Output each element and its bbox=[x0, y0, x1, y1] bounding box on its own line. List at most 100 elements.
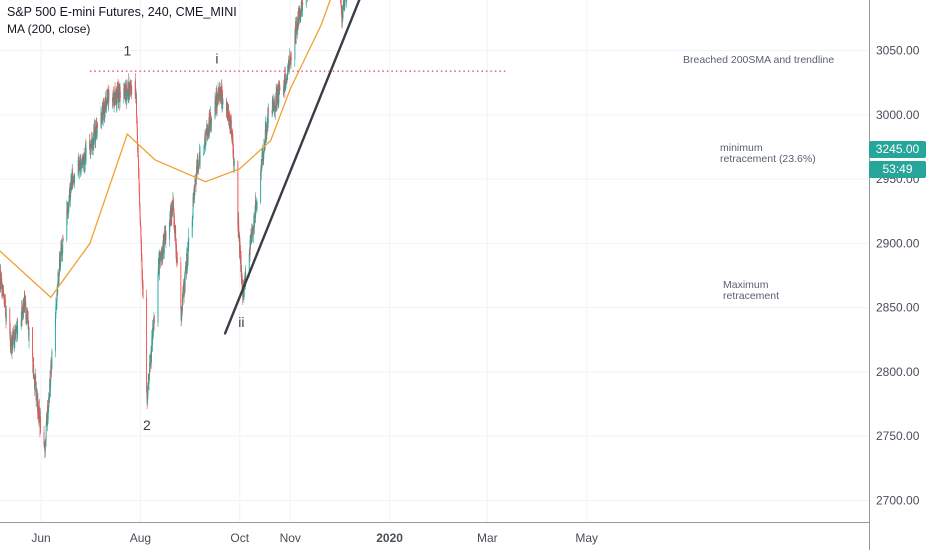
candle-body bbox=[277, 88, 279, 104]
candle-body bbox=[62, 238, 64, 240]
candle-body bbox=[146, 297, 148, 392]
indicator-label[interactable]: MA (200, close) bbox=[7, 22, 91, 36]
candle-body bbox=[97, 124, 98, 128]
candle-body bbox=[237, 161, 239, 225]
wave-label: 1 bbox=[123, 43, 131, 59]
trendline bbox=[223, 0, 361, 335]
candle-body bbox=[138, 157, 139, 170]
x-tick-label: Aug bbox=[130, 531, 151, 545]
candle-body bbox=[268, 110, 269, 112]
symbol-title[interactable]: S&P 500 E-mini Futures, 240, CME_MINI bbox=[7, 5, 237, 19]
candle-body bbox=[4, 299, 6, 312]
candle-body bbox=[340, 4, 342, 9]
candle-body bbox=[72, 175, 74, 179]
candle-body bbox=[341, 14, 343, 22]
bar-countdown-tag: 53:49 bbox=[869, 161, 926, 178]
candle-body bbox=[248, 253, 250, 273]
candle-body bbox=[149, 363, 151, 373]
candle-body bbox=[344, 0, 346, 6]
candle-body bbox=[139, 211, 141, 219]
candle-body bbox=[151, 350, 152, 362]
candle-body bbox=[260, 168, 262, 172]
candle-body bbox=[79, 159, 81, 170]
candle-body bbox=[20, 319, 22, 327]
candle-body bbox=[100, 112, 102, 121]
y-tick-label: 2700.00 bbox=[876, 494, 920, 508]
maximum-retracement-label-line2: retracement bbox=[723, 290, 779, 302]
candle-body bbox=[290, 57, 292, 64]
candle-body bbox=[46, 416, 48, 425]
candle-body bbox=[222, 100, 224, 105]
candle-body bbox=[294, 36, 296, 60]
candle-body bbox=[136, 128, 138, 142]
candle-body bbox=[54, 317, 56, 352]
candle-body bbox=[126, 91, 128, 101]
chart-legend[interactable]: S&P 500 E-mini Futures, 240, CME_MINI MA… bbox=[7, 4, 237, 38]
candle-body bbox=[209, 117, 211, 126]
candle-body bbox=[299, 10, 301, 16]
candle-body bbox=[135, 80, 136, 88]
candle-body bbox=[57, 282, 59, 288]
candle-body bbox=[238, 219, 240, 231]
candle-body bbox=[204, 136, 206, 142]
candle-body bbox=[124, 83, 126, 94]
candle-body bbox=[68, 194, 70, 203]
candle-body bbox=[184, 271, 186, 287]
candle-body bbox=[298, 12, 300, 21]
candle-body bbox=[207, 127, 209, 132]
y-tick-label: 3050.00 bbox=[876, 44, 920, 58]
candle-body bbox=[62, 238, 64, 254]
candle-body bbox=[176, 257, 178, 263]
candle-body bbox=[81, 164, 82, 166]
candle-body bbox=[13, 335, 15, 345]
candle-body bbox=[194, 181, 196, 189]
y-tick-label: 2800.00 bbox=[876, 365, 920, 379]
candle-body bbox=[107, 91, 109, 102]
candle-body bbox=[139, 195, 141, 205]
candle-body bbox=[217, 89, 219, 96]
candle-body bbox=[215, 96, 217, 108]
candle-body bbox=[70, 181, 72, 190]
candle-body bbox=[51, 351, 53, 369]
overlays bbox=[0, 0, 506, 335]
candle-body bbox=[9, 330, 11, 347]
candle-body bbox=[199, 154, 201, 165]
candle-body bbox=[267, 110, 269, 124]
candle-body bbox=[263, 146, 265, 155]
candle-body bbox=[33, 364, 35, 375]
candle-body bbox=[279, 87, 281, 89]
candle-body bbox=[184, 278, 186, 286]
x-tick-label: Mar bbox=[477, 531, 498, 545]
candle-body bbox=[150, 356, 152, 367]
candle-body bbox=[168, 222, 170, 240]
candle-body bbox=[176, 244, 177, 258]
candle-body bbox=[233, 161, 235, 165]
wave-label: 2 bbox=[143, 417, 151, 433]
candle-body bbox=[142, 284, 144, 298]
candle-body bbox=[256, 202, 258, 205]
candle-body bbox=[94, 126, 95, 135]
candle-body bbox=[188, 236, 190, 248]
candle-body bbox=[296, 22, 297, 35]
wave-label: i bbox=[215, 50, 218, 66]
candle-body bbox=[66, 208, 68, 240]
candle-body bbox=[192, 196, 194, 215]
x-tick-label: 2020 bbox=[376, 531, 403, 545]
candle-body bbox=[151, 338, 153, 351]
candle-body bbox=[154, 322, 155, 323]
candle-body bbox=[101, 110, 103, 121]
candle-body bbox=[40, 416, 41, 432]
x-tick-label: Nov bbox=[280, 531, 301, 545]
candle-body bbox=[302, 2, 303, 12]
candle-body bbox=[147, 382, 149, 395]
candle-body bbox=[138, 183, 140, 196]
candle-body bbox=[174, 233, 176, 238]
breach-annotation: Breached 200SMA and trendline bbox=[683, 54, 834, 66]
candle-body bbox=[48, 397, 50, 412]
wave-label: ii bbox=[238, 314, 244, 330]
candle-body bbox=[305, 0, 307, 5]
candle-body bbox=[28, 327, 30, 341]
candle-body bbox=[32, 357, 34, 373]
